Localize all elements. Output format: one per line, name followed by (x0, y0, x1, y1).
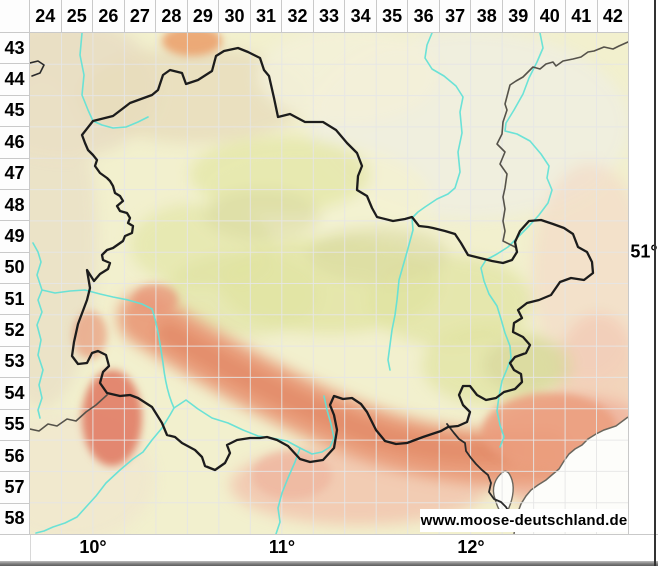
row-label: 49 (0, 221, 29, 253)
row-label: 53 (0, 347, 29, 379)
column-label: 26 (93, 0, 125, 32)
river (387, 33, 464, 371)
river (41, 289, 153, 310)
border-northeast (496, 41, 628, 248)
row-label: 54 (0, 378, 29, 410)
corner-cell (0, 0, 30, 33)
column-label: 40 (535, 0, 567, 32)
longitude-label: 12° (457, 537, 485, 557)
river (173, 395, 335, 455)
row-label-column: 43 44 45 46 47 48 49 50 51 52 53 54 55 56 57 58 (0, 33, 30, 534)
column-label: 28 (156, 0, 188, 32)
row-label: 45 (0, 96, 29, 128)
state-borders-other (30, 41, 628, 513)
column-label: 42 (602, 5, 623, 26)
longitude-label: 10° (79, 537, 107, 557)
column-label: 29 (188, 0, 220, 32)
row-label: 55 (0, 410, 29, 441)
river (480, 33, 553, 448)
border-southwest (30, 394, 108, 432)
row-label: 56 (0, 441, 29, 473)
right-edge-line (654, 0, 656, 566)
watermark: www.moose-deutschland.de (420, 509, 628, 532)
bottom-margin-strip: 10° 11° 12° (0, 534, 658, 562)
border-southeast-branch (446, 423, 510, 513)
column-label: 41 (566, 0, 598, 32)
map-area[interactable] (30, 33, 628, 534)
column-label: 25 (62, 0, 94, 32)
bottom-strip-separator (30, 535, 31, 562)
bottom-bar (0, 561, 658, 566)
row-label: 51 (0, 284, 29, 316)
rivers (32, 33, 553, 534)
border-west-hook (30, 60, 45, 77)
river (275, 447, 301, 534)
map-canvas[interactable] (30, 33, 628, 534)
column-label: 34 (345, 0, 377, 32)
row-label: 50 (0, 253, 29, 284)
column-label: 31 (251, 0, 283, 32)
row-label: 47 (0, 159, 29, 190)
river (32, 242, 44, 419)
row-label: 58 (4, 508, 25, 529)
column-label: 33 (314, 0, 346, 32)
state-border-main (70, 46, 595, 472)
column-label: 24 (30, 0, 62, 32)
river (35, 308, 175, 534)
no-data-region (492, 416, 628, 534)
map-grid-lines (30, 33, 628, 534)
column-label: 37 (440, 0, 472, 32)
row-label: 48 (0, 190, 29, 222)
column-label: 27 (125, 0, 157, 32)
row-label: 57 (0, 472, 29, 504)
right-margin-strip: 51° (628, 0, 658, 561)
column-label: 35 (377, 0, 409, 32)
row-label: 52 (0, 315, 29, 347)
longitude-label: 11° (268, 537, 296, 557)
column-label: 32 (282, 0, 314, 32)
latitude-label: 51° (630, 241, 658, 262)
column-label: 30 (219, 0, 251, 32)
row-label: 44 (0, 64, 29, 96)
row-label: 43 (0, 33, 29, 65)
column-header-row: 24 25 26 27 28 29 30 31 32 33 34 35 36 37 38 39 40 41 42 (30, 0, 628, 33)
column-label: 39 (503, 0, 535, 32)
column-label: 38 (471, 0, 503, 32)
column-label: 36 (408, 0, 440, 32)
row-label: 46 (0, 127, 29, 159)
